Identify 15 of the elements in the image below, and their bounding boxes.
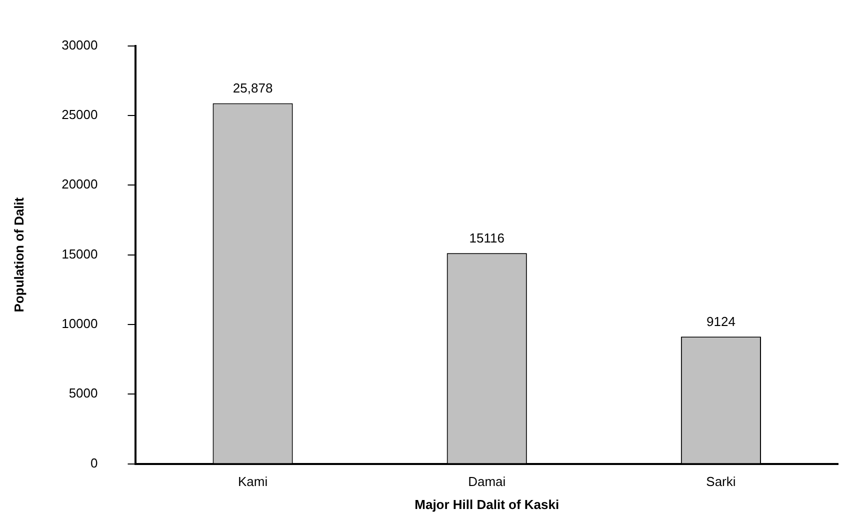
- y-tick-label: 5000: [68, 386, 98, 401]
- data-label: 9124: [706, 314, 736, 329]
- data-label: 15116: [469, 230, 504, 246]
- y-tick-label: 0: [90, 455, 98, 470]
- x-tick-label: Damai: [468, 474, 506, 490]
- x-tick-label: Kami: [238, 474, 268, 490]
- y-tick-label: 25000: [62, 107, 98, 122]
- y-tick-label: 20000: [62, 176, 98, 192]
- x-tick-label: Sarki: [706, 474, 736, 490]
- y-tick-label: 15000: [62, 246, 98, 262]
- data-label: 25,878: [232, 80, 273, 96]
- y-axis-title: Population of Dalit: [11, 196, 26, 312]
- x-axis-title: Major Hill Dalit of Kaski: [414, 496, 560, 512]
- y-tick-label: 30000: [62, 37, 98, 52]
- y-tick-label: 10000: [62, 316, 98, 332]
